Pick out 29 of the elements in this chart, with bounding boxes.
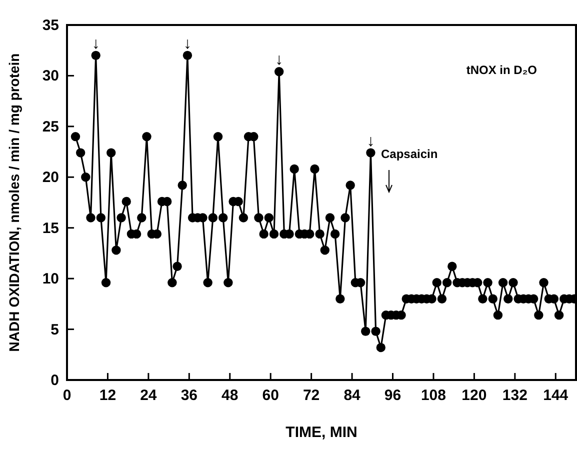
- x-tick-label: 24: [140, 387, 158, 404]
- annotation: ↓: [366, 132, 375, 150]
- x-tick-label: 132: [502, 387, 528, 404]
- x-tick-label: 120: [462, 387, 487, 404]
- x-tick-label: 108: [420, 387, 446, 404]
- y-tick-label: 25: [42, 118, 59, 136]
- x-tick-label: 96: [384, 387, 402, 404]
- x-axis-title: TIME, MIN: [286, 424, 358, 441]
- annotation: tNOX in D₂O: [466, 63, 537, 77]
- x-tick-label: 72: [302, 387, 320, 404]
- x-tick-label: 12: [99, 387, 116, 404]
- y-tick-label: 5: [50, 321, 59, 338]
- y-tick-label: 15: [42, 220, 59, 237]
- y-tick-label: 10: [42, 270, 59, 288]
- x-tick-label: 60: [262, 387, 279, 404]
- x-tick-label: 144: [543, 387, 569, 404]
- y-axis-title: NADH OXIDATION, nmoles / min / mg protein: [6, 53, 22, 352]
- x-tick-label: 36: [180, 387, 198, 404]
- annotation: ↓: [275, 52, 284, 69]
- y-tick-label: 20: [42, 169, 59, 186]
- y-tick-label: 30: [42, 68, 59, 85]
- annotation: Capsaicin: [381, 147, 438, 161]
- x-tick-label: 84: [344, 387, 362, 404]
- annotation: ↓: [92, 35, 100, 52]
- y-tick-label: 35: [42, 17, 59, 34]
- x-tick-label: 0: [62, 387, 72, 404]
- x-tick-label: 48: [222, 387, 238, 404]
- y-tick-label: 0: [50, 372, 59, 389]
- annotation: ↓: [183, 35, 192, 52]
